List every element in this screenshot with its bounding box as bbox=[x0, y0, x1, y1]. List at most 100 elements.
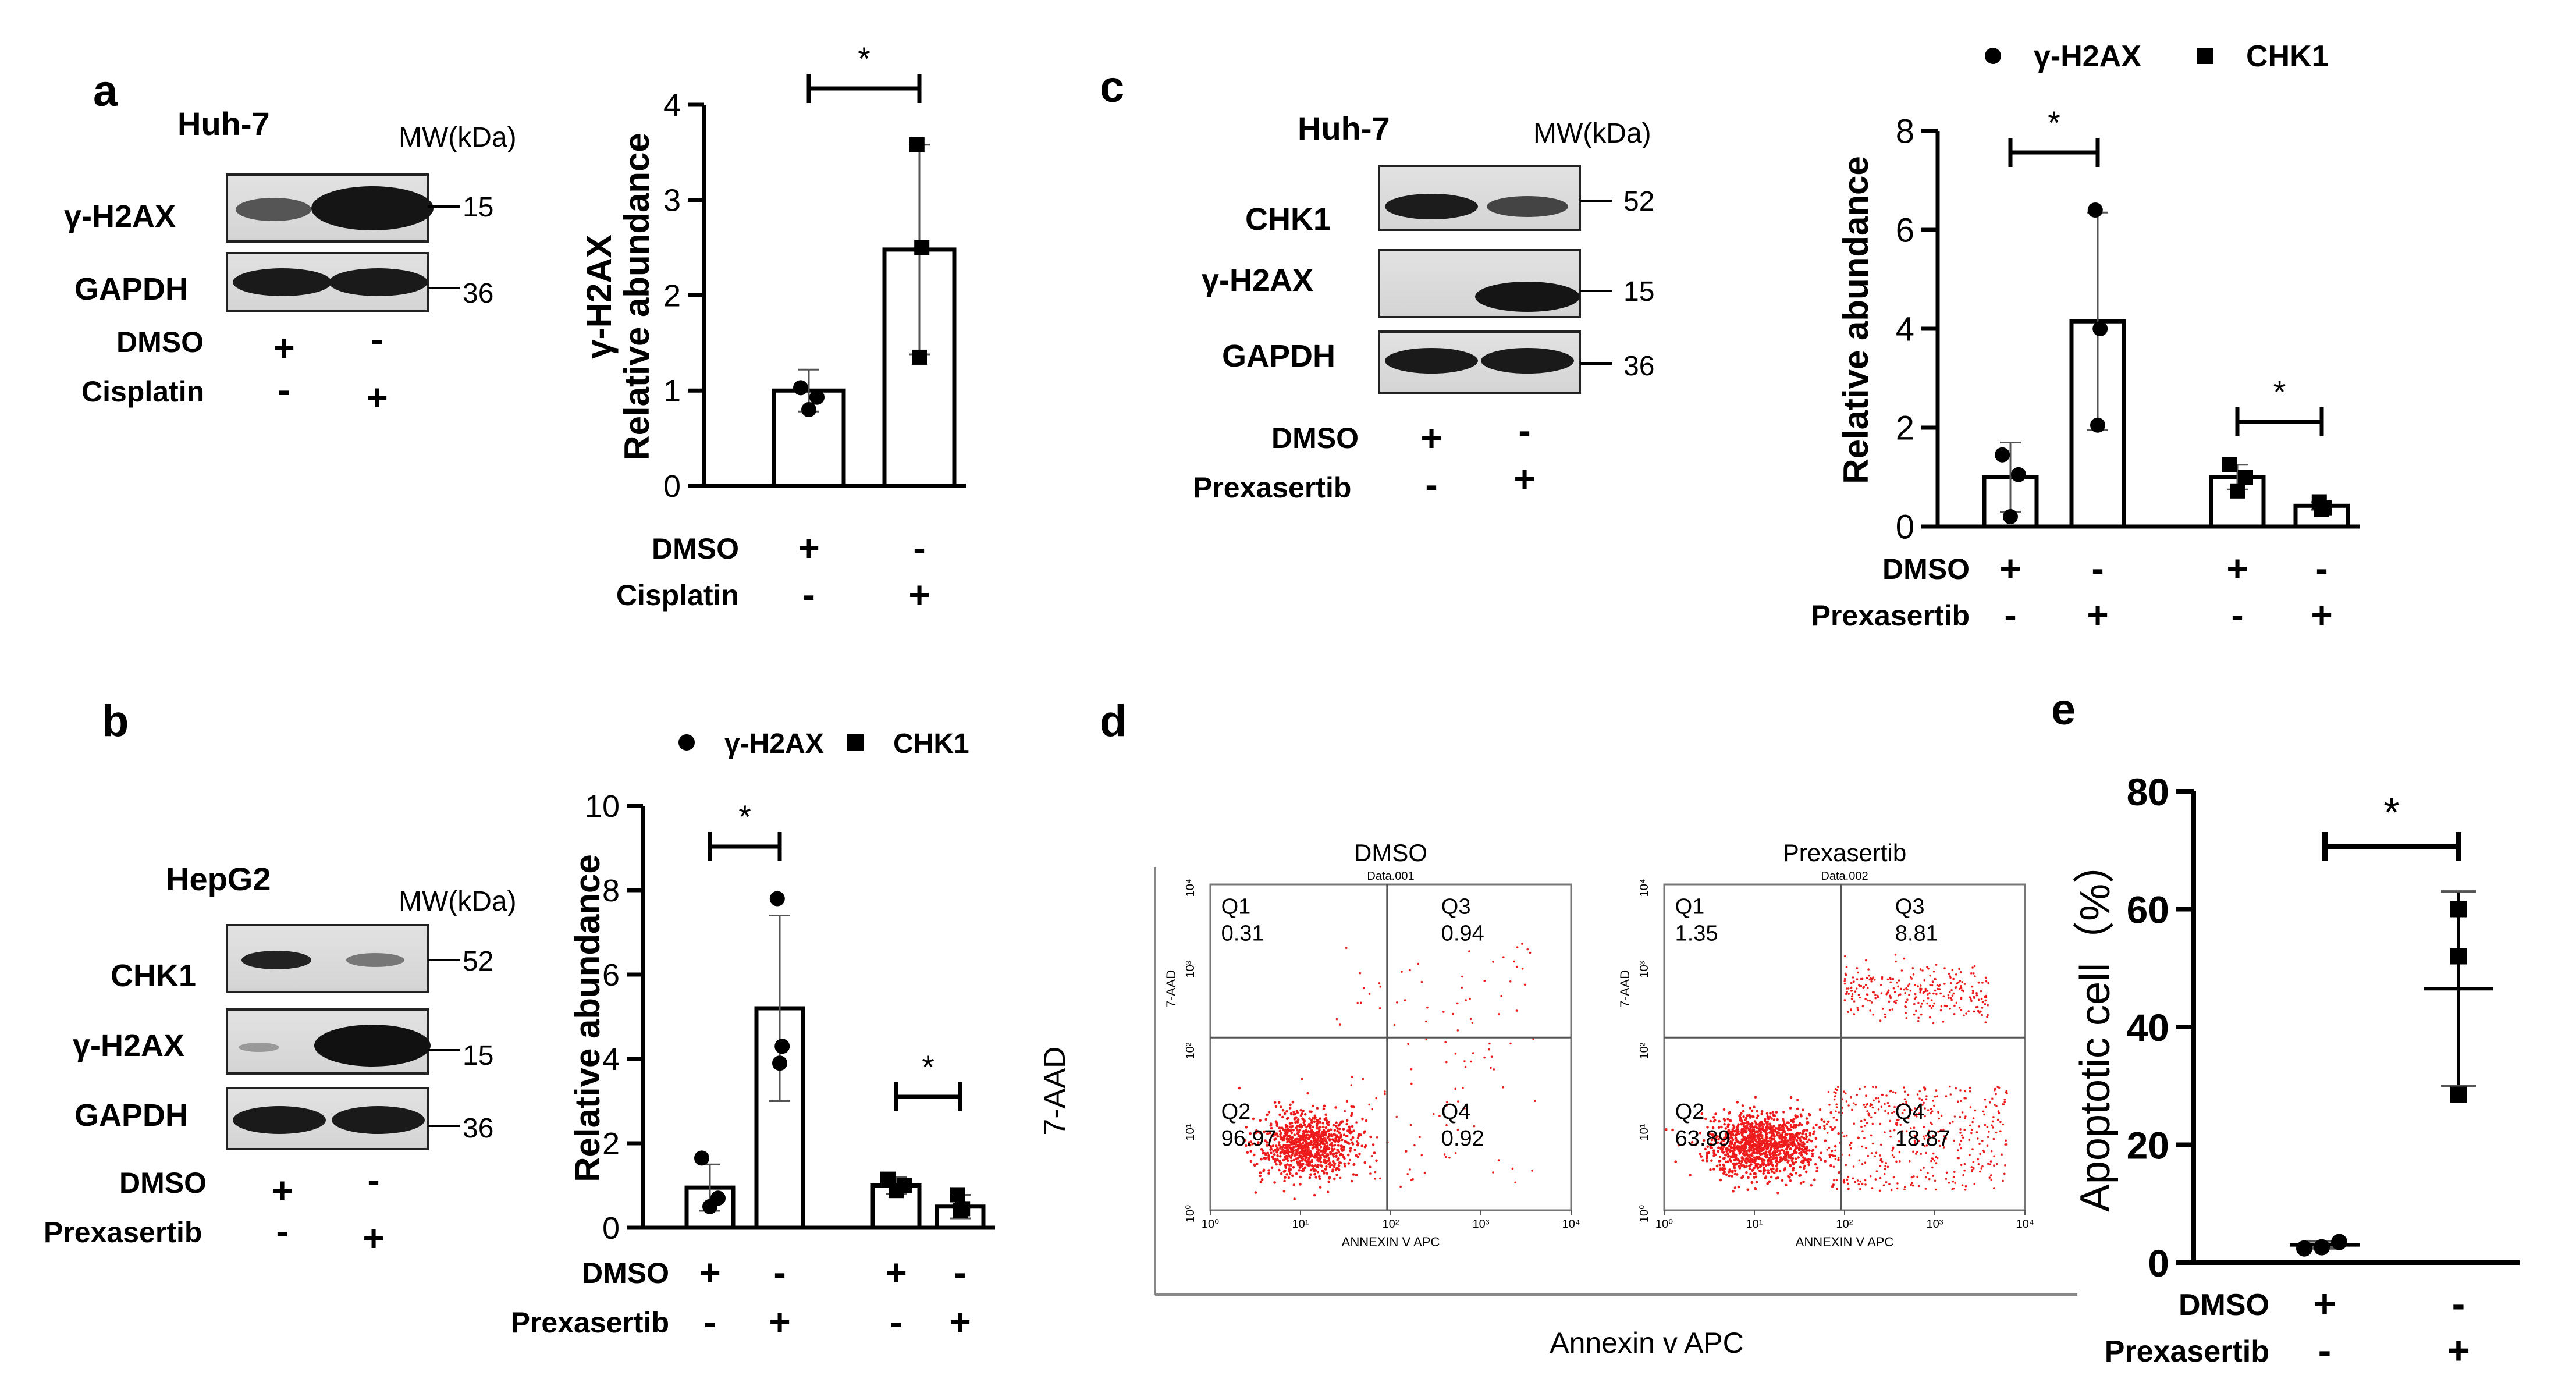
scatter-point bbox=[1488, 1048, 1490, 1051]
scatter-point bbox=[1739, 1162, 1743, 1165]
scatter-point bbox=[1784, 1158, 1787, 1162]
scatter-point bbox=[1753, 1125, 1757, 1128]
scatter-point bbox=[1327, 1124, 1330, 1126]
scatter-point bbox=[1761, 1128, 1764, 1131]
scatter-point bbox=[1267, 1169, 1270, 1172]
scatter-point bbox=[1908, 1160, 1911, 1163]
scatter-point bbox=[1864, 998, 1867, 1000]
scatter-point bbox=[1832, 1117, 1835, 1119]
scatter-point bbox=[1252, 1153, 1256, 1157]
scatter-point bbox=[1984, 999, 1987, 1002]
scatter-point bbox=[1749, 1125, 1752, 1128]
scatter-point bbox=[1448, 1156, 1451, 1159]
x-row-sign: - bbox=[913, 527, 925, 569]
scatter-point bbox=[1313, 1120, 1316, 1124]
scatter-point bbox=[1870, 1103, 1872, 1105]
scatter-point bbox=[1899, 993, 1902, 996]
scatter-point bbox=[1335, 1018, 1338, 1021]
scatter-point bbox=[1438, 1115, 1441, 1117]
scatter-point bbox=[1714, 1112, 1717, 1115]
scatter-point bbox=[1984, 995, 1986, 998]
scatter-point bbox=[1310, 1129, 1313, 1132]
scatter-point bbox=[1266, 1141, 1269, 1144]
scatter-point bbox=[1256, 1143, 1260, 1146]
scatter-point bbox=[1864, 984, 1867, 986]
x-tick-label: 10⁰ bbox=[1202, 1218, 1219, 1231]
data-point bbox=[2003, 509, 2018, 524]
scatter-point bbox=[1306, 1145, 1309, 1148]
scatter-point bbox=[1329, 1151, 1333, 1154]
scatter-point bbox=[1699, 1117, 1703, 1119]
scatter-point bbox=[1813, 1130, 1816, 1133]
scatter-point bbox=[1731, 1175, 1733, 1178]
scatter-point bbox=[1736, 1101, 1739, 1104]
scatter-point bbox=[1822, 1120, 1826, 1124]
x-tick-label: 10¹ bbox=[1746, 1218, 1763, 1231]
scatter-point bbox=[1748, 1150, 1751, 1153]
scatter-point bbox=[1245, 1126, 1248, 1129]
scatter-point bbox=[1761, 1142, 1764, 1145]
data-point bbox=[2090, 417, 2105, 433]
scatter-point bbox=[1846, 987, 1848, 990]
scatter-point bbox=[1915, 1153, 1917, 1155]
scatter-point bbox=[1871, 1187, 1874, 1189]
scatter-point bbox=[1837, 1086, 1839, 1088]
scatter-point bbox=[1856, 1007, 1859, 1009]
scatter-point bbox=[1318, 1175, 1321, 1178]
scatter-point bbox=[1279, 1133, 1282, 1136]
scatter-point bbox=[1665, 1128, 1668, 1131]
scatter-point bbox=[1786, 1175, 1790, 1178]
scatter-point bbox=[1899, 1160, 1901, 1163]
scatter-point bbox=[1257, 1141, 1260, 1144]
scatter-point bbox=[1738, 1145, 1740, 1148]
scatter-point bbox=[1857, 1009, 1859, 1011]
scatter-point bbox=[1456, 1029, 1459, 1032]
scatter-point bbox=[1266, 1132, 1269, 1135]
scatter-point bbox=[1771, 1111, 1775, 1114]
scatter-point bbox=[1958, 968, 1960, 971]
scatter-point bbox=[1808, 1113, 1811, 1117]
scatter-point bbox=[1264, 1153, 1267, 1156]
x-tick-label: 10³ bbox=[1473, 1218, 1490, 1231]
panel-a-row-label: GAPDH bbox=[74, 272, 188, 307]
data-point bbox=[774, 1039, 790, 1054]
scatter-point bbox=[1809, 1158, 1812, 1161]
scatter-point bbox=[1324, 1113, 1327, 1117]
scatter-point bbox=[1981, 982, 1984, 984]
scatter-point bbox=[1945, 1178, 1948, 1180]
scatter-point bbox=[1729, 1155, 1732, 1158]
scatter-point bbox=[1793, 1137, 1796, 1140]
y-tick-label: 0 bbox=[2148, 1242, 2169, 1285]
scatter-point bbox=[1371, 1108, 1373, 1111]
y-axis-label: Relative abundance bbox=[1836, 156, 1875, 484]
panel-b-band bbox=[346, 953, 404, 967]
scatter-point bbox=[1884, 1013, 1886, 1016]
scatter-point bbox=[1988, 1176, 1991, 1179]
scatter-point bbox=[1732, 1134, 1735, 1137]
scatter-point bbox=[1283, 1179, 1286, 1183]
y-tick-label: 10⁴ bbox=[1184, 879, 1197, 897]
scatter-point bbox=[1921, 1104, 1924, 1106]
y-tick-label: 4 bbox=[1896, 310, 1914, 348]
scatter-point bbox=[1711, 1136, 1714, 1139]
scatter-point bbox=[1349, 1138, 1353, 1142]
scatter-point bbox=[1832, 1128, 1835, 1130]
scatter-point bbox=[1312, 1117, 1314, 1120]
scatter-point bbox=[1992, 1126, 1994, 1129]
x-row-sign: - bbox=[773, 1252, 786, 1293]
scatter-point bbox=[1771, 1163, 1774, 1167]
scatter-point bbox=[1359, 1133, 1363, 1136]
scatter-point bbox=[1287, 1145, 1291, 1148]
panel-c-treatment-name: DMSO bbox=[1271, 422, 1359, 454]
scatter-point bbox=[1814, 1163, 1817, 1166]
scatter-point bbox=[1886, 1165, 1889, 1168]
scatter-point bbox=[1846, 990, 1848, 993]
scatter-point bbox=[1927, 1172, 1929, 1174]
scatter-point bbox=[1746, 1126, 1749, 1129]
scatter-point bbox=[1789, 1179, 1792, 1182]
panel-a-blot: a Huh-7 MW(kDa) γ-H2AX 15 GAPDH 36 DMSO … bbox=[64, 66, 517, 418]
scatter-point bbox=[1865, 1147, 1867, 1149]
scatter-point bbox=[1773, 1146, 1776, 1150]
quadrant-name: Q4 bbox=[1441, 1100, 1471, 1124]
scatter-point bbox=[1980, 1167, 1983, 1170]
